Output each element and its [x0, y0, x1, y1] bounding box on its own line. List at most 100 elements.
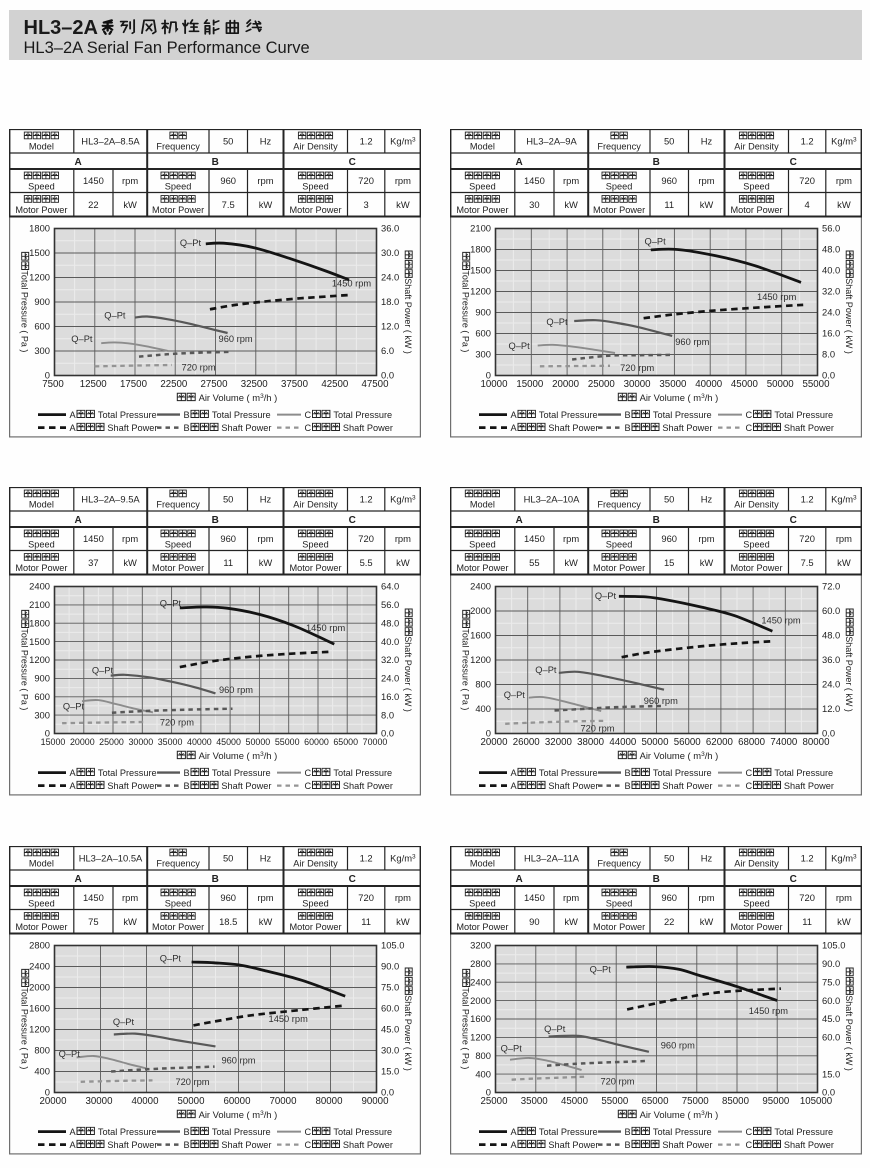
svg-text:50000: 50000	[767, 379, 795, 390]
svg-text:B: B	[183, 1139, 189, 1149]
svg-text:1450 rpm: 1450 rpm	[268, 1013, 308, 1023]
svg-text:rpm: rpm	[257, 533, 273, 544]
svg-text:Total Pressure ( Pa ): Total Pressure ( Pa )	[460, 987, 470, 1069]
svg-text:Total Pressure: Total Pressure	[97, 768, 156, 778]
svg-text:rpm: rpm	[836, 533, 852, 544]
svg-text:45000: 45000	[561, 1096, 589, 1107]
svg-text:kW: kW	[700, 198, 714, 209]
svg-text:B: B	[183, 409, 189, 419]
svg-text:kW: kW	[837, 557, 851, 568]
svg-text:2000: 2000	[470, 605, 491, 616]
svg-text:62000: 62000	[706, 737, 734, 748]
svg-text:Motor Power: Motor Power	[730, 563, 782, 573]
svg-text:kW: kW	[396, 198, 410, 209]
svg-text:Model: Model	[28, 858, 53, 868]
svg-text:0: 0	[44, 1086, 49, 1097]
svg-text:300: 300	[34, 709, 50, 720]
svg-text:A: A	[69, 768, 76, 778]
svg-text:Speed: Speed	[469, 898, 496, 908]
svg-text:Motor Power: Motor Power	[152, 204, 204, 214]
svg-text:C: C	[746, 409, 753, 419]
svg-text:720: 720	[358, 892, 374, 903]
svg-text:1500: 1500	[29, 636, 50, 647]
svg-text:10000: 10000	[481, 379, 509, 390]
svg-text:Speed: Speed	[606, 181, 633, 191]
svg-text:1200: 1200	[470, 1031, 491, 1042]
svg-text:Air Volume ( m3/h ): Air Volume ( m3/h )	[640, 1109, 719, 1120]
svg-text:1450 rpm: 1450 rpm	[749, 1005, 789, 1015]
svg-text:B: B	[653, 157, 660, 168]
svg-text:75.0: 75.0	[381, 981, 399, 992]
svg-text:20000: 20000	[39, 1096, 67, 1107]
svg-text:Shaft Power: Shaft Power	[662, 1139, 712, 1149]
svg-text:8.0: 8.0	[381, 709, 394, 720]
svg-text:Shaft Power: Shaft Power	[548, 781, 598, 791]
svg-text:2100: 2100	[470, 222, 491, 233]
svg-text:105000: 105000	[800, 1096, 833, 1107]
svg-text:Air Volume ( m3/h ): Air Volume ( m3/h )	[198, 1109, 277, 1120]
svg-text:Motor Power: Motor Power	[289, 563, 341, 573]
svg-text:A: A	[515, 515, 522, 526]
svg-text:600: 600	[34, 691, 50, 702]
svg-text:30000: 30000	[624, 379, 652, 390]
svg-text:B: B	[625, 422, 631, 432]
svg-text:36.0: 36.0	[822, 654, 840, 665]
svg-text:Air Density: Air Density	[734, 858, 779, 868]
svg-text:105.0: 105.0	[381, 939, 404, 950]
svg-text:B: B	[653, 515, 660, 526]
svg-text:35000: 35000	[157, 737, 182, 747]
svg-text:7500: 7500	[42, 379, 64, 390]
svg-text:Shaft Power: Shaft Power	[662, 422, 712, 432]
svg-text:8.0: 8.0	[822, 348, 835, 359]
svg-text:2400: 2400	[470, 581, 491, 592]
svg-text:A: A	[511, 781, 518, 791]
svg-text:Q–Pt: Q–Pt	[112, 1016, 134, 1026]
svg-text:1450: 1450	[524, 175, 545, 186]
svg-text:Q–Pt: Q–Pt	[544, 1024, 566, 1034]
svg-text:80000: 80000	[315, 1096, 343, 1107]
svg-text:Speed: Speed	[606, 539, 633, 549]
svg-text:rpm: rpm	[394, 892, 410, 903]
svg-text:960: 960	[220, 533, 236, 544]
svg-text:105.0: 105.0	[822, 939, 845, 950]
svg-text:960 rpm: 960 rpm	[218, 333, 252, 343]
svg-text:Model: Model	[470, 858, 495, 868]
svg-text:40.0: 40.0	[822, 264, 840, 275]
svg-text:22500: 22500	[160, 379, 188, 390]
svg-text:45.0: 45.0	[381, 1023, 399, 1034]
svg-text:6.0: 6.0	[381, 345, 394, 356]
svg-text:Model: Model	[28, 499, 53, 509]
svg-text:Frequency: Frequency	[597, 499, 641, 509]
svg-text:1450: 1450	[524, 892, 545, 903]
svg-text:HL3–2A–10.5A: HL3–2A–10.5A	[78, 852, 142, 863]
svg-text:400: 400	[475, 703, 491, 714]
svg-text:11: 11	[361, 915, 371, 926]
svg-text:25000: 25000	[481, 1096, 509, 1107]
svg-text:rpm: rpm	[836, 175, 852, 186]
svg-text:2400: 2400	[29, 960, 50, 971]
svg-text:Q–Pt: Q–Pt	[159, 953, 181, 963]
svg-text:11: 11	[802, 915, 812, 926]
svg-text:Shaft Power: Shaft Power	[548, 422, 598, 432]
svg-text:Shaft Power: Shaft Power	[221, 422, 271, 432]
svg-text:2000: 2000	[29, 981, 50, 992]
svg-text:15000: 15000	[516, 379, 544, 390]
svg-text:720 rpm: 720 rpm	[181, 362, 215, 372]
svg-text:kW: kW	[123, 557, 137, 568]
svg-text:Kg/m3: Kg/m3	[390, 494, 416, 505]
svg-text:50000: 50000	[245, 737, 270, 747]
svg-text:48.0: 48.0	[381, 617, 399, 628]
svg-text:Shaft Power ( kW ): Shaft Power ( kW )	[844, 278, 854, 354]
svg-text:C: C	[348, 515, 355, 526]
svg-text:720: 720	[358, 533, 374, 544]
svg-text:Hz: Hz	[259, 493, 271, 504]
svg-text:Shaft Power: Shaft Power	[662, 781, 712, 791]
svg-text:kW: kW	[396, 915, 410, 926]
svg-text:Motor Power: Motor Power	[456, 204, 508, 214]
svg-text:11: 11	[223, 557, 233, 568]
svg-text:30: 30	[529, 198, 539, 209]
svg-text:900: 900	[34, 673, 50, 684]
svg-text:Q–Pt: Q–Pt	[159, 599, 181, 609]
svg-text:0: 0	[44, 728, 49, 739]
svg-text:B: B	[211, 874, 218, 885]
